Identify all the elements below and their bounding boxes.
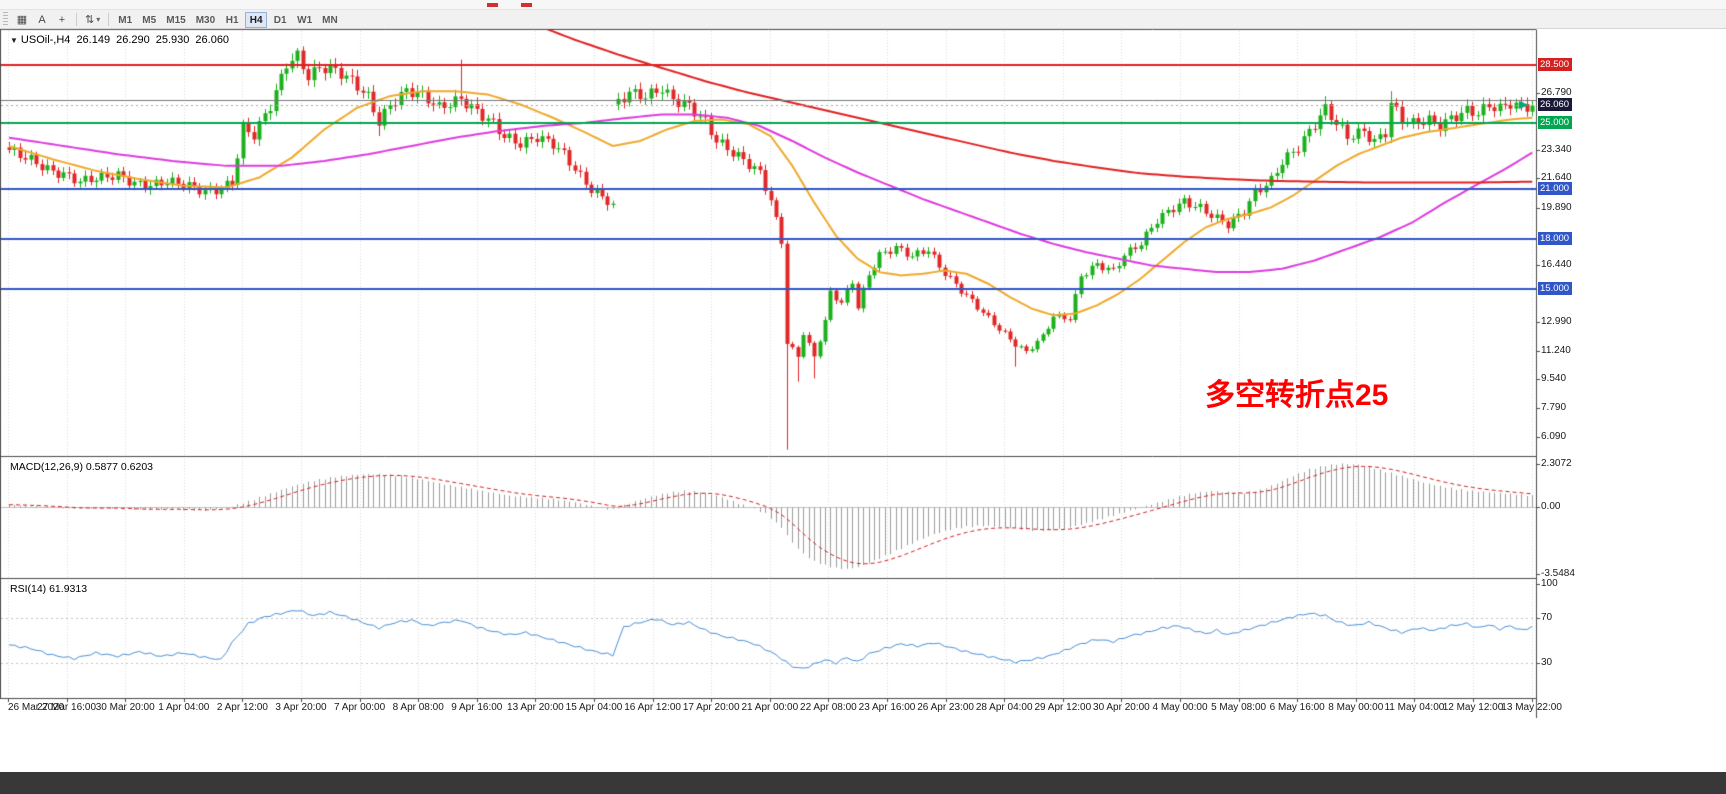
chevron-down-icon: ▾ bbox=[96, 14, 101, 24]
toolbar-separator bbox=[76, 12, 77, 26]
timeframe-button-mn[interactable]: MN bbox=[318, 12, 342, 28]
charts-grid-button[interactable]: ▦ bbox=[12, 11, 32, 28]
toolbar-grip[interactable] bbox=[3, 12, 8, 26]
text-tool-button[interactable]: A bbox=[32, 11, 52, 28]
timeframe-button-m15[interactable]: M15 bbox=[162, 12, 189, 28]
timeframe-button-m5[interactable]: M5 bbox=[138, 12, 160, 28]
timeframe-button-h1[interactable]: H1 bbox=[221, 12, 243, 28]
timeframe-button-d1[interactable]: D1 bbox=[269, 12, 291, 28]
toolbar-separator bbox=[108, 12, 110, 26]
cycle-icon: ⇅ bbox=[85, 13, 95, 26]
crosshair-button[interactable]: + bbox=[52, 11, 72, 28]
cycle-button[interactable]: ⇅ ▾ bbox=[81, 11, 104, 28]
taskbar-strip bbox=[0, 772, 1726, 794]
timeframe-button-h4[interactable]: H4 bbox=[245, 12, 268, 29]
timeframe-button-w1[interactable]: W1 bbox=[293, 12, 316, 28]
menu-fragment-icon bbox=[521, 3, 532, 7]
menu-fragment-icon bbox=[487, 3, 498, 7]
menu-bar-fragment bbox=[0, 0, 1726, 10]
toolbar: ▦ A + ⇅ ▾ M1 M5 M15 M30 H1 H4 D1 W1 MN bbox=[0, 10, 1726, 29]
timeframe-button-m1[interactable]: M1 bbox=[114, 12, 136, 28]
timeframe-button-m30[interactable]: M30 bbox=[192, 12, 219, 28]
